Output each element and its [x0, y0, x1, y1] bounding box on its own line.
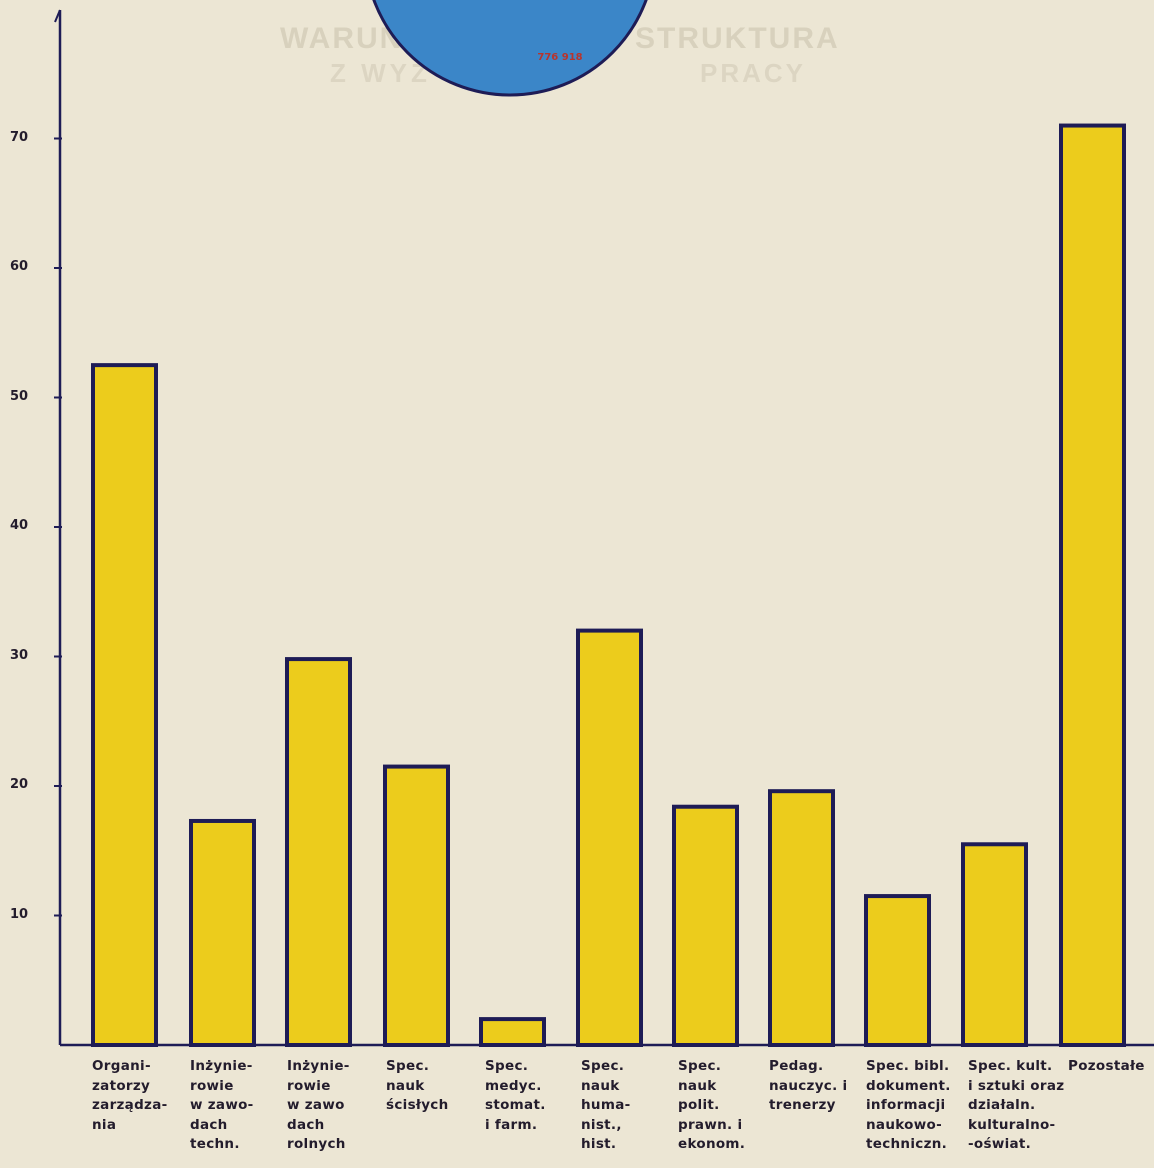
x-category-label: Inżynie- rowie w zawo dach rolnych [287, 1058, 350, 1152]
bar [479, 1017, 546, 1047]
bar [672, 804, 739, 1047]
y-tick-label: 30 [10, 647, 29, 663]
x-category-label: Spec. nauk polit. prawn. i ekonom. [678, 1058, 746, 1152]
x-category-label: Spec. nauk ścisłych [386, 1058, 449, 1113]
y-tick-label: 10 [10, 906, 29, 922]
pie-circle [372, 0, 648, 97]
bar [189, 818, 256, 1048]
x-category-label: Inżynie- rowie w zawo- dach techn. [190, 1058, 254, 1152]
bar [91, 363, 158, 1047]
bar [864, 894, 931, 1048]
y-tick-label: 60 [10, 259, 29, 274]
x-category-label: Spec. nauk huma- nist., hist. [581, 1058, 631, 1152]
bar [383, 764, 450, 1047]
x-category-label: Spec. medyc. stomat. i farm. [485, 1058, 546, 1133]
y-tick-label: 70 [10, 129, 29, 145]
pie-value-label: 776 918 [537, 52, 583, 63]
y-axis-arrow [54, 9, 61, 23]
y-tick-label: 20 [10, 777, 29, 792]
faded-background-text: PRACY [700, 58, 807, 88]
bar [1059, 123, 1126, 1048]
y-tick-label: 40 [10, 518, 29, 533]
x-category-label: Spec. bibl. dokument. informacji naukowo… [866, 1058, 951, 1152]
x-category-label: Organi- zatorzy zarządza- nia [92, 1058, 168, 1133]
bar [285, 657, 352, 1048]
y-tick-label: 50 [10, 388, 29, 404]
bar [576, 628, 643, 1047]
bar [961, 842, 1028, 1048]
faded-background-text: Z WYŻ [330, 58, 431, 88]
faded-background-text: STRUKTURA [635, 22, 840, 55]
x-category-label: Pedag. nauczyc. i trenerzy [769, 1058, 848, 1113]
x-category-label: Pozostałe [1068, 1058, 1145, 1074]
bar [768, 789, 835, 1047]
x-category-label: Spec. kult. i sztuki oraz działaln. kult… [968, 1058, 1065, 1152]
